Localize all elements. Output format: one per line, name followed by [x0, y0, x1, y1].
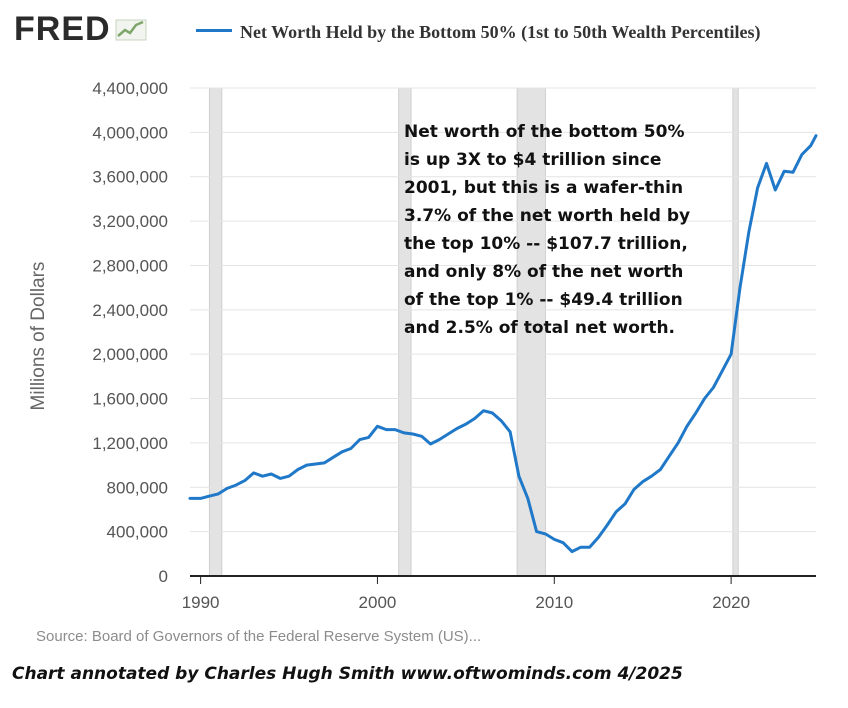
y-tick-label: 800,000 [107, 478, 168, 497]
series-layer [188, 134, 818, 554]
y-tick-label: 0 [159, 567, 168, 586]
recession-band [208, 87, 223, 577]
recession-bands [208, 87, 739, 577]
source-note: Source: Board of Governors of the Federa… [36, 628, 482, 645]
annotation-line: is up 3X to $4 trillion since [404, 150, 662, 170]
y-axis-label: Millions of Dollars [28, 262, 49, 411]
gridlines [190, 87, 816, 533]
annotation-credit: Chart annotated by Charles Hugh Smith ww… [12, 664, 683, 684]
y-tick-label: 3,600,000 [92, 168, 168, 187]
x-tick-label: 2010 [535, 593, 573, 612]
fred-chart-icon [115, 19, 147, 41]
y-tick-label: 2,800,000 [92, 256, 168, 275]
annotation-line: and 2.5% of total net worth. [404, 318, 676, 338]
annotation-line: 2001, but this is a wafer-thin [404, 178, 684, 198]
y-tick-label: 1,200,000 [92, 434, 168, 453]
y-tick-label: 400,000 [107, 523, 168, 542]
y-tick-label: 3,200,000 [92, 212, 168, 231]
annotation-line: 3.7% of the net worth held by [404, 206, 691, 226]
y-tick-label: 2,000,000 [92, 345, 168, 364]
y-tick-label: 4,400,000 [92, 79, 168, 98]
annotation-line: Net worth of the bottom 50% [404, 122, 685, 142]
x-tick-label: 2020 [712, 593, 750, 612]
chart-legend: Net Worth Held by the Bottom 50% (1st to… [196, 20, 796, 44]
fred-logo: FRED [14, 12, 149, 46]
annotation-line: and only 8% of the net worth [404, 262, 684, 282]
fred-logo-text: FRED [14, 10, 111, 48]
y-tick-label: 4,000,000 [92, 123, 168, 142]
x-tick-label: 2000 [359, 593, 397, 612]
x-axis-ticks: 1990 2000 2010 2020 [182, 576, 750, 612]
y-axis-ticks: 0 400,000 800,000 1,200,000 1,600,000 2,000,0… [92, 79, 168, 586]
x-tick-label: 1990 [182, 593, 220, 612]
y-tick-label: 2,400,000 [92, 301, 168, 320]
legend-swatch [196, 29, 232, 32]
annotation-line: of the top 1% -- $49.4 trillion [404, 290, 683, 310]
recession-band [516, 87, 546, 577]
annotation-text: Net worth of the bottom 50% is up 3X to $… [404, 118, 724, 342]
annotation-line: the top 10% -- $107.7 trillion, [404, 234, 688, 254]
legend-label: Net Worth Held by the Bottom 50% (1st to… [240, 22, 761, 42]
y-tick-label: 1,600,000 [92, 390, 168, 409]
series-line [188, 134, 818, 554]
